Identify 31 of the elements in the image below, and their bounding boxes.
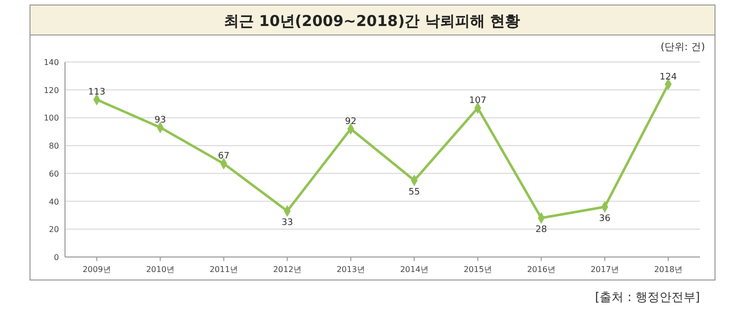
x-tick-label: 2012년 — [273, 265, 302, 274]
x-tick-label: 2017년 — [590, 265, 619, 274]
x-tick-label: 2015년 — [464, 265, 492, 274]
data-label: 28 — [536, 225, 548, 235]
x-tick-label: 2010년 — [146, 265, 174, 274]
x-tick-label: 2013년 — [336, 265, 365, 274]
data-label: 67 — [218, 152, 230, 162]
text: [출처 : 행정안전부] — [594, 290, 700, 304]
data-label: 93 — [154, 115, 166, 126]
x-tick-label: 2018년 — [654, 265, 682, 274]
y-tick-label: 100 — [44, 114, 59, 123]
x-tick-label: 2011년 — [210, 265, 238, 274]
y-tick-label: 80 — [48, 142, 59, 151]
data-label: 113 — [88, 88, 106, 98]
y-tick-label: 20 — [48, 225, 59, 234]
chart-title: 최근 10년(2009~2018)간 낙뢰피해 현황 — [224, 12, 520, 30]
y-tick-label: 120 — [44, 86, 59, 95]
y-tick-label: 0 — [54, 253, 59, 262]
y-tick-label: 40 — [48, 197, 59, 206]
data-label: 55 — [408, 187, 420, 198]
x-tick-label: 2014년 — [400, 265, 428, 274]
data-label: 92 — [345, 116, 356, 127]
data-label: 33 — [282, 218, 293, 228]
text: (단위: 건) — [660, 42, 706, 53]
y-tick-label: 140 — [44, 58, 59, 67]
x-tick-label: 2009년 — [82, 265, 111, 274]
y-tick-label: 60 — [48, 169, 59, 178]
data-label: 107 — [469, 96, 486, 106]
data-label: 124 — [660, 72, 678, 82]
x-tick-label: 2016년 — [527, 265, 556, 274]
data-label: 36 — [599, 214, 611, 224]
